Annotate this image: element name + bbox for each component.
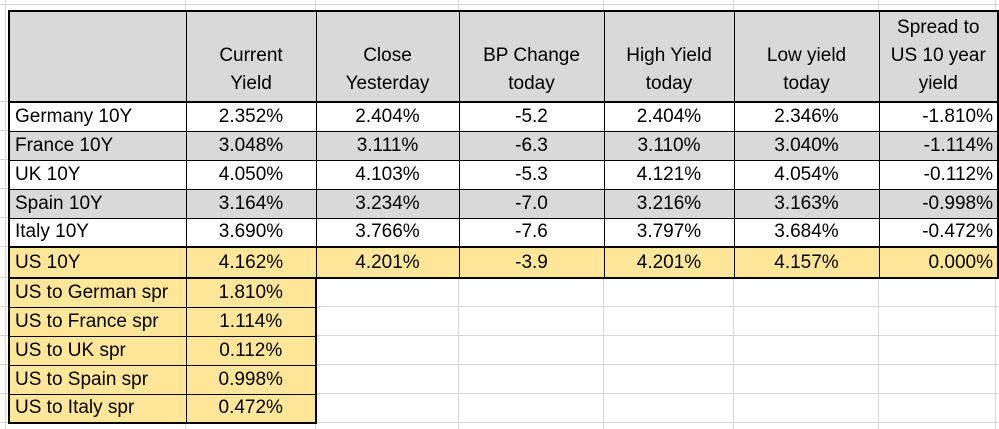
row-spain-10y: Spain 10Y 3.164% 3.234% -7.0 3.216% 3.16… [8, 188, 999, 219]
cell-value[interactable]: 0.112% [185, 335, 317, 366]
row-us-uk-spread: US to UK spr 0.112% [8, 335, 317, 366]
header-cell-close-yesterday[interactable]: Close Yesterday [315, 10, 460, 103]
cell-label[interactable]: US 10Y [8, 246, 187, 279]
cell-bp-change[interactable]: -7.0 [458, 188, 605, 219]
cell-label[interactable]: US to UK spr [8, 335, 187, 366]
cell-spread[interactable]: 0.000% [878, 246, 999, 279]
row-us-france-spread: US to France spr 1.114% [8, 306, 317, 337]
cell-spread[interactable]: -1.810% [878, 101, 999, 132]
cell-value[interactable]: 0.472% [185, 393, 317, 424]
us-spreads-table: US to German spr 1.810% US to France spr… [8, 277, 317, 424]
cell-bp-change[interactable]: -3.9 [458, 246, 605, 279]
cell-value[interactable]: 1.810% [185, 277, 317, 308]
cell-label[interactable]: US to German spr [8, 277, 187, 308]
row-us-spain-spread: US to Spain spr 0.998% [8, 364, 317, 395]
cell-label[interactable]: US to France spr [8, 306, 187, 337]
row-germany-10y: Germany 10Y 2.352% 2.404% -5.2 2.404% 2.… [8, 101, 999, 132]
cell-value[interactable]: 0.998% [185, 364, 317, 395]
cell-bp-change[interactable]: -5.2 [458, 101, 605, 132]
header-cell-high-yield[interactable]: High Yield today [603, 10, 735, 103]
header-cell-bp-change[interactable]: BP Change today [458, 10, 605, 103]
cell-current-yield[interactable]: 4.050% [185, 159, 317, 190]
cell-low-yield[interactable]: 3.040% [733, 130, 880, 161]
cell-value[interactable]: 1.114% [185, 306, 317, 337]
cell-current-yield[interactable]: 3.164% [185, 188, 317, 219]
cell-current-yield[interactable]: 3.690% [185, 217, 317, 248]
cell-bp-change[interactable]: -6.3 [458, 130, 605, 161]
header-cell-current-yield[interactable]: Current Yield [185, 10, 317, 103]
cell-close-yesterday[interactable]: 4.201% [315, 246, 460, 279]
cell-close-yesterday[interactable]: 2.404% [315, 101, 460, 132]
cell-spread[interactable]: -0.998% [878, 188, 999, 219]
cell-high-yield[interactable]: 4.121% [603, 159, 735, 190]
cell-label[interactable]: US to Italy spr [8, 393, 187, 424]
cell-label[interactable]: UK 10Y [8, 159, 187, 190]
cell-bp-change[interactable]: -7.6 [458, 217, 605, 248]
cell-label[interactable]: France 10Y [8, 130, 187, 161]
bond-yields-table: Current Yield Close Yesterday BP Change … [8, 10, 999, 279]
cell-spread[interactable]: -0.112% [878, 159, 999, 190]
cell-low-yield[interactable]: 3.163% [733, 188, 880, 219]
cell-high-yield[interactable]: 3.110% [603, 130, 735, 161]
cell-close-yesterday[interactable]: 3.111% [315, 130, 460, 161]
cell-current-yield[interactable]: 3.048% [185, 130, 317, 161]
cell-spread[interactable]: -1.114% [878, 130, 999, 161]
row-france-10y: France 10Y 3.048% 3.111% -6.3 3.110% 3.0… [8, 130, 999, 161]
cell-spread[interactable]: -0.472% [878, 217, 999, 248]
cell-high-yield[interactable]: 2.404% [603, 101, 735, 132]
cell-close-yesterday[interactable]: 4.103% [315, 159, 460, 190]
row-italy-10y: Italy 10Y 3.690% 3.766% -7.6 3.797% 3.68… [8, 217, 999, 248]
cell-low-yield[interactable]: 2.346% [733, 101, 880, 132]
cell-label[interactable]: Germany 10Y [8, 101, 187, 132]
cell-label[interactable]: Italy 10Y [8, 217, 187, 248]
cell-close-yesterday[interactable]: 3.766% [315, 217, 460, 248]
cell-high-yield[interactable]: 4.201% [603, 246, 735, 279]
cell-low-yield[interactable]: 4.157% [733, 246, 880, 279]
cell-current-yield[interactable]: 2.352% [185, 101, 317, 132]
cell-low-yield[interactable]: 4.054% [733, 159, 880, 190]
header-cell-low-yield[interactable]: Low yield today [733, 10, 880, 103]
row-us-italy-spread: US to Italy spr 0.472% [8, 393, 317, 424]
header-row: Current Yield Close Yesterday BP Change … [8, 10, 999, 103]
header-cell-spread[interactable]: Spread to US 10 year yield [878, 10, 999, 103]
cell-label[interactable]: Spain 10Y [8, 188, 187, 219]
cell-current-yield[interactable]: 4.162% [185, 246, 317, 279]
cell-high-yield[interactable]: 3.216% [603, 188, 735, 219]
row-us-10y: US 10Y 4.162% 4.201% -3.9 4.201% 4.157% … [8, 246, 999, 279]
cell-low-yield[interactable]: 3.684% [733, 217, 880, 248]
header-cell-blank[interactable] [8, 10, 187, 103]
row-us-german-spread: US to German spr 1.810% [8, 277, 317, 308]
row-uk-10y: UK 10Y 4.050% 4.103% -5.3 4.121% 4.054% … [8, 159, 999, 190]
cell-bp-change[interactable]: -5.3 [458, 159, 605, 190]
cell-label[interactable]: US to Spain spr [8, 364, 187, 395]
cell-high-yield[interactable]: 3.797% [603, 217, 735, 248]
cell-close-yesterday[interactable]: 3.234% [315, 188, 460, 219]
